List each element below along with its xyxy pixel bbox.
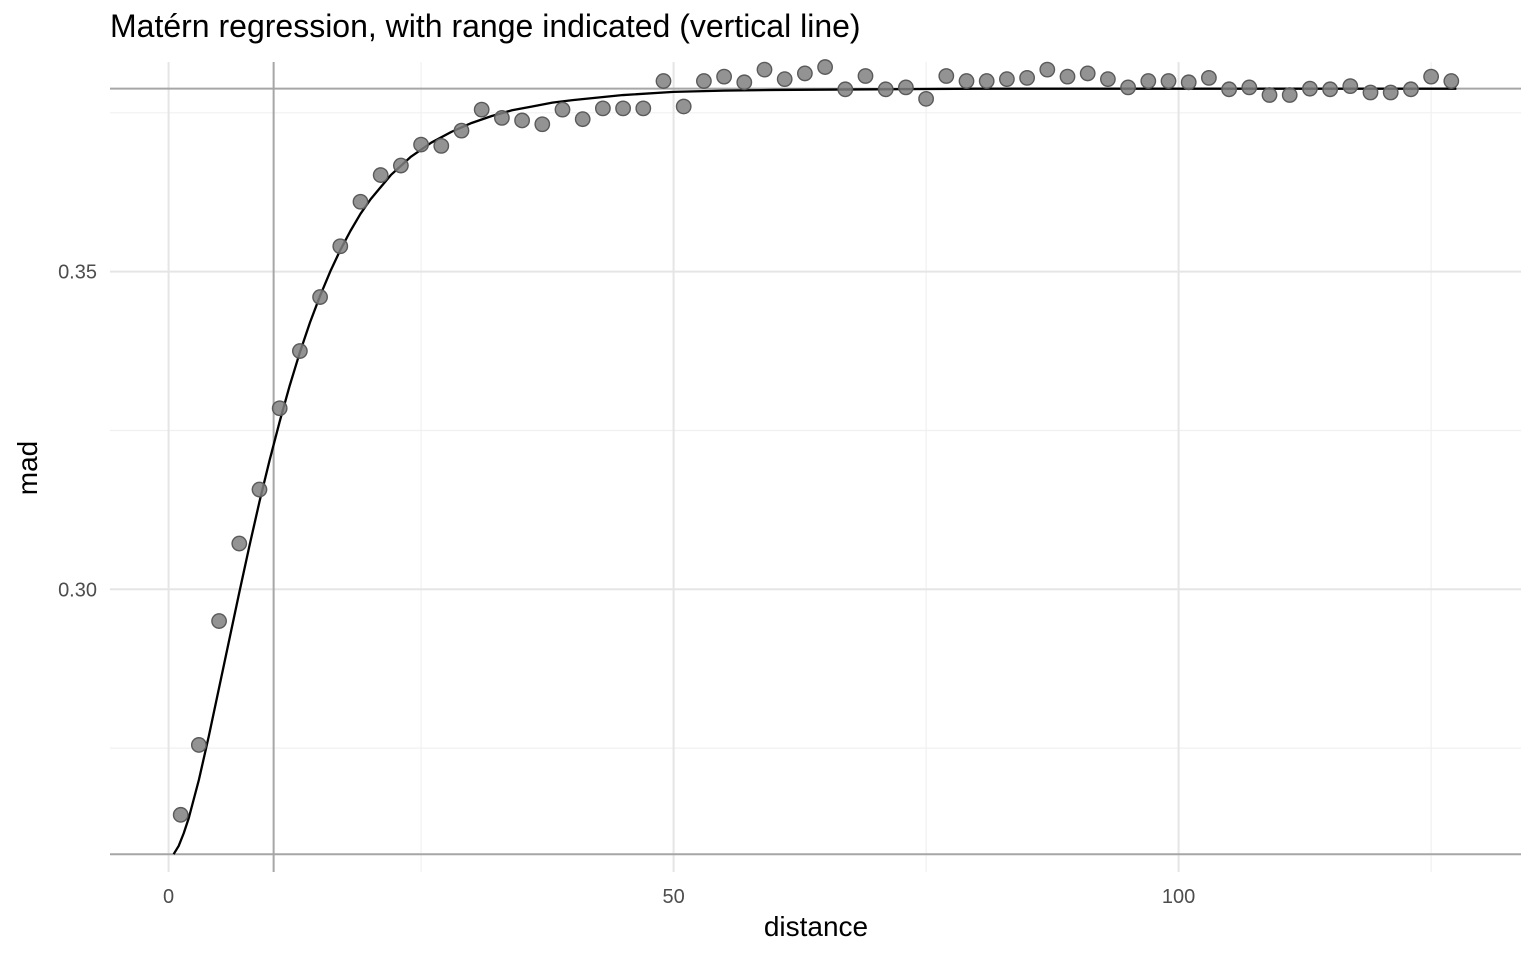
y-axis-label: mad [12, 440, 43, 496]
data-point [271, 400, 288, 417]
tick-labels: 0 50 100 0.30 0.35 [58, 262, 1195, 908]
data-point [1281, 87, 1298, 103]
data-point [291, 343, 308, 359]
data-point [1059, 68, 1076, 85]
data-point [695, 73, 712, 89]
data-point [796, 65, 813, 82]
data-point [574, 111, 591, 128]
y-tick-label: 0.35 [58, 262, 97, 284]
data-point [918, 90, 934, 107]
data-point [1423, 68, 1440, 85]
data-point [857, 68, 874, 84]
data-point [615, 100, 631, 117]
data-point [1261, 87, 1278, 103]
data-point [1100, 71, 1116, 88]
x-tick-label: 100 [1162, 886, 1195, 908]
data-point [877, 81, 894, 98]
data-point [554, 101, 571, 118]
data-point [655, 73, 672, 89]
data-point [998, 71, 1015, 88]
y-tick-label: 0.30 [58, 579, 97, 601]
data-point [433, 137, 450, 154]
reference-lines [110, 62, 1521, 872]
chart-title: Matérn regression, with range indicated … [110, 8, 861, 44]
data-point [1039, 61, 1056, 78]
fitted-curve [172, 87, 1457, 855]
data-point [736, 74, 753, 91]
x-tick-label: 50 [662, 886, 684, 908]
data-points [172, 59, 1460, 823]
data-point [1443, 73, 1460, 89]
data-point [1241, 79, 1258, 96]
fitted-curve-layer [172, 87, 1457, 855]
data-point [352, 193, 369, 210]
data-point [938, 68, 955, 84]
data-point [1362, 84, 1379, 101]
data-point [1322, 81, 1339, 98]
data-point [1160, 73, 1177, 89]
data-point [1120, 79, 1137, 96]
data-point [211, 613, 227, 629]
grid-layer [110, 62, 1521, 872]
data-point [635, 100, 652, 117]
data-point [231, 535, 248, 552]
data-point [817, 59, 833, 75]
data-point [1201, 69, 1217, 86]
data-point [756, 61, 773, 78]
data-point [837, 81, 854, 98]
data-point [776, 71, 793, 88]
x-tick-label: 0 [163, 886, 174, 908]
data-point [1019, 69, 1035, 86]
data-point [594, 100, 611, 117]
data-point [675, 98, 692, 115]
data-point [413, 136, 429, 153]
data-point [534, 116, 551, 133]
data-point [897, 79, 914, 96]
data-point [190, 737, 207, 753]
data-point [172, 806, 189, 823]
data-point [453, 122, 470, 139]
data-point [1382, 84, 1399, 101]
data-point [1221, 81, 1238, 98]
data-point [392, 157, 409, 174]
data-point [978, 73, 995, 89]
data-point [1140, 73, 1157, 89]
data-point [473, 101, 490, 118]
data-point [372, 167, 389, 183]
data-point [312, 289, 328, 305]
data-point [514, 112, 530, 129]
data-point [1302, 80, 1318, 97]
data-point [1180, 74, 1197, 91]
data-point [716, 68, 732, 85]
data-point [1079, 65, 1096, 82]
data-point [493, 110, 510, 126]
x-axis-label: distance [763, 911, 869, 942]
data-point [958, 73, 975, 89]
data-point [251, 481, 268, 498]
data-point [1403, 81, 1419, 98]
data-point [1342, 78, 1359, 95]
data-point [332, 238, 349, 255]
